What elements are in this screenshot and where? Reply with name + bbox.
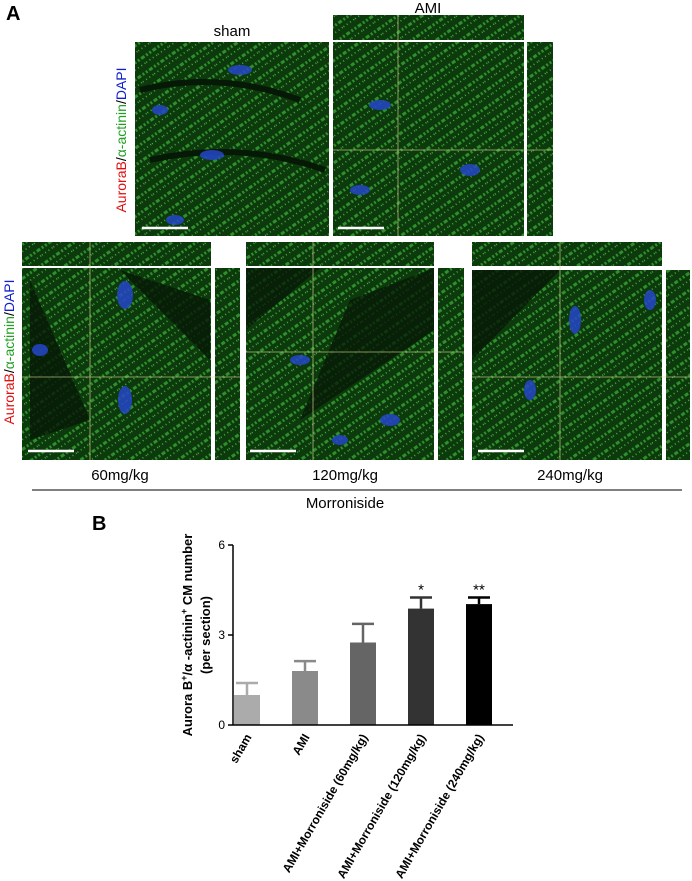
stain-label: AuroraB/α-actinin/DAPI — [1, 279, 17, 424]
bar — [466, 604, 492, 725]
label-part: /α -actinin — [180, 614, 195, 675]
y-tick-label: 0 — [218, 718, 225, 732]
stain-part: DAPI — [113, 67, 129, 100]
micrograph — [246, 242, 464, 460]
stain-part: / — [113, 157, 129, 161]
x-tick-label: sham — [227, 732, 255, 766]
image-title: 120mg/kg — [312, 467, 378, 484]
panel-label: A — [6, 3, 20, 25]
image-title: 60mg/kg — [91, 467, 149, 484]
x-tick-label: AMI — [289, 732, 312, 758]
stain-part: / — [113, 100, 129, 104]
y-tick-label: 3 — [218, 628, 225, 642]
y-axis-label: Aurora B+/α -actinin+ CM number — [179, 534, 195, 737]
stain-part: AuroraB — [113, 161, 129, 212]
bar — [408, 608, 434, 725]
stain-part: / — [1, 312, 17, 316]
stain-part: α-actinin — [113, 104, 129, 157]
stain-part: / — [1, 369, 17, 373]
image-title: 240mg/kg — [537, 467, 603, 484]
label-part: Aurora B — [180, 681, 195, 737]
image-title: AMI — [415, 0, 442, 17]
label-part: + — [179, 609, 189, 614]
micrograph — [135, 42, 329, 236]
image-title: sham — [214, 23, 251, 40]
panel-label: B — [92, 513, 106, 535]
stain-part: AuroraB — [1, 373, 17, 424]
group-label: Morroniside — [306, 495, 384, 512]
y-axis-label: (per section) — [198, 596, 213, 674]
significance: ** — [473, 582, 485, 599]
label-part: CM number — [180, 534, 195, 609]
label-part: + — [179, 675, 189, 680]
bar — [292, 671, 318, 725]
stain-part: α-actinin — [1, 316, 17, 369]
stain-part: DAPI — [1, 279, 17, 312]
significance: * — [418, 582, 424, 599]
micrograph — [333, 15, 553, 236]
stain-label: AuroraB/α-actinin/DAPI — [113, 67, 129, 212]
micrograph — [22, 242, 240, 460]
bar — [350, 642, 376, 725]
y-tick-label: 6 — [218, 538, 225, 552]
bar — [234, 695, 260, 725]
micrograph — [472, 242, 690, 460]
